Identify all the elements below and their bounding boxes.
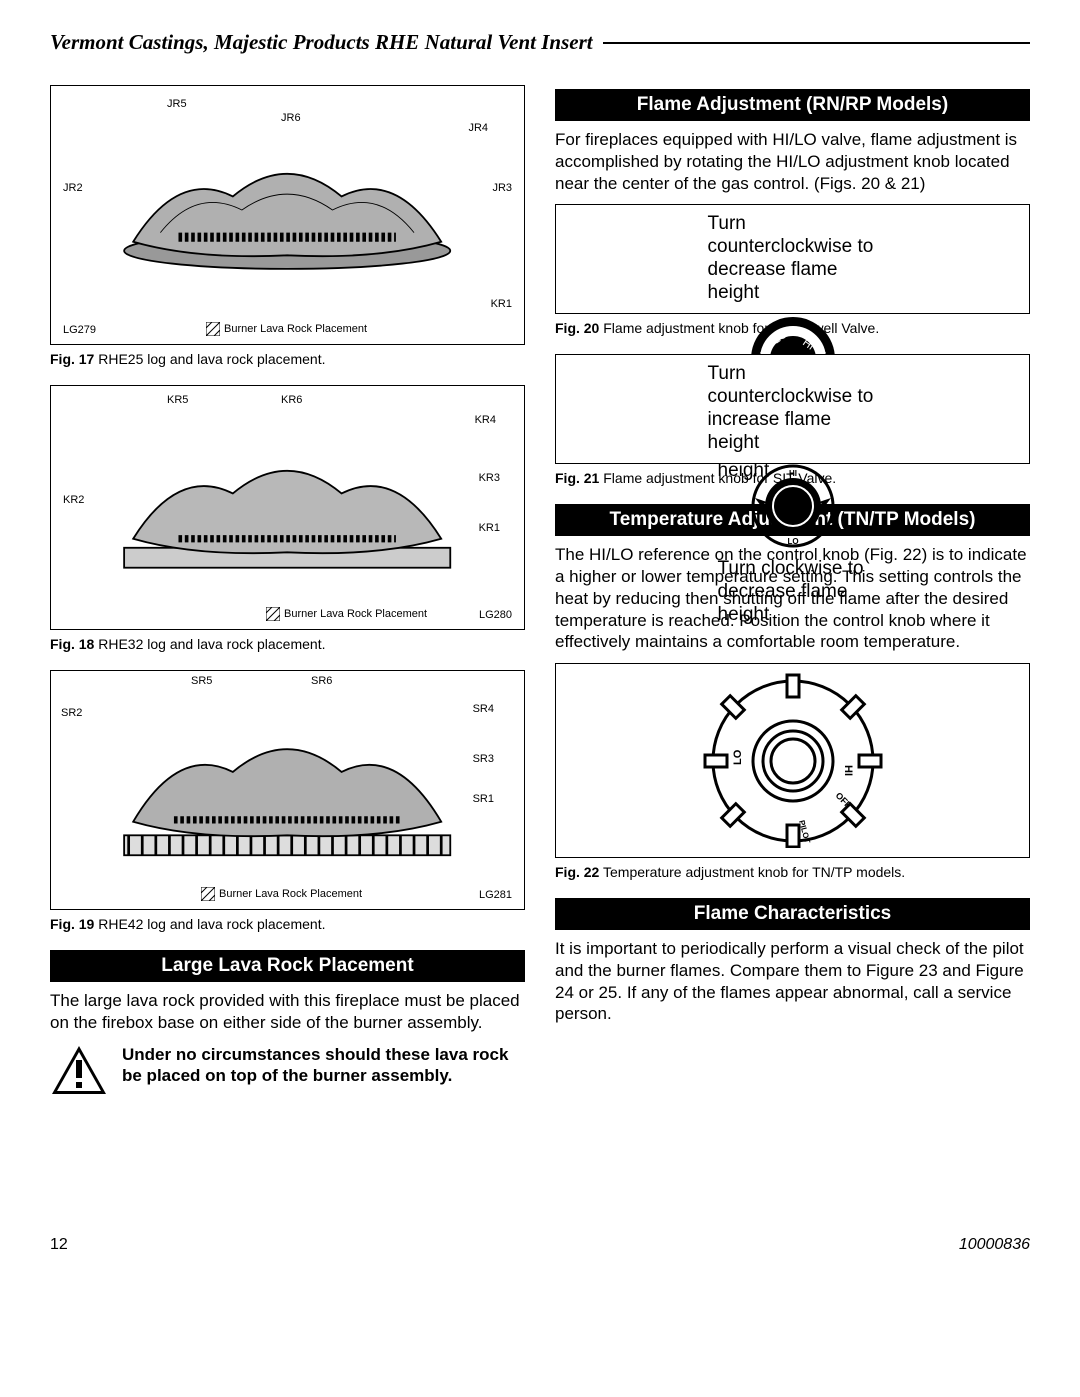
header-title: Vermont Castings, Majestic Products RHE … [50, 30, 603, 55]
fig19-caption: Fig. 19 RHE42 log and lava rock placemen… [50, 916, 525, 932]
temp-knob-icon: LO HI OFF PILOT [683, 673, 903, 848]
figure-18-panel: KR5 KR6 KR4 KR2 KR3 KR1 LG280 Burner Lav… [50, 385, 525, 630]
log-placement-illustration-icon [106, 133, 468, 296]
hatch-box-icon [201, 887, 215, 901]
flame-char-body: It is important to periodically perform … [555, 938, 1030, 1025]
doc-id: 10000836 [959, 1236, 1030, 1254]
fig21-left-text: Turn counterclockwise to increase flame … [708, 363, 878, 454]
figure-17-panel: JR5 JR6 JR4 JR2 JR3 KR1 LG279 Burner Lav… [50, 85, 525, 345]
page-header: Vermont Castings, Majestic Products RHE … [50, 30, 1030, 55]
fig17-note: Burner Lava Rock Placement [224, 323, 367, 335]
hatch-box-icon [266, 607, 280, 621]
fig17-code: LG279 [63, 324, 96, 336]
fig19-label: SR5 [191, 675, 212, 687]
fig18-caption: Fig. 18 RHE32 log and lava rock placemen… [50, 636, 525, 652]
svg-text:LO: LO [787, 537, 798, 546]
right-column: Flame Adjustment (RN/RP Models) For fire… [555, 85, 1030, 1096]
fig18-label: KR3 [479, 472, 500, 484]
fig17-label: JR5 [167, 98, 187, 110]
fig17-caption-bold: Fig. 17 [50, 351, 94, 367]
section-flame-characteristics: Flame Characteristics [555, 898, 1030, 930]
fig18-label: KR6 [281, 394, 302, 406]
fig19-note-row: Burner Lava Rock Placement [201, 887, 362, 901]
log-placement-illustration-icon [106, 713, 468, 867]
figure-21-panel: Turn counterclockwise to increase flame … [555, 354, 1030, 464]
fig21-caption-bold: Fig. 21 [555, 470, 599, 486]
left-column: JR5 JR6 JR4 JR2 JR3 KR1 LG279 Burner Lav… [50, 85, 525, 1096]
fig19-label: SR3 [473, 753, 494, 765]
fig22-caption: Fig. 22 Temperature adjustment knob for … [555, 864, 1030, 880]
fig18-label: KR4 [475, 414, 496, 426]
fig17-caption: Fig. 17 RHE25 log and lava rock placemen… [50, 351, 525, 367]
fig22-lo-label: LO [732, 749, 744, 765]
header-rule [603, 42, 1030, 44]
fig17-label: KR1 [491, 298, 512, 310]
fig20-left-text: Turn counterclockwise to decrease flame … [708, 213, 878, 304]
fig19-note: Burner Lava Rock Placement [219, 888, 362, 900]
fig18-note: Burner Lava Rock Placement [284, 608, 427, 620]
fig19-label: SR6 [311, 675, 332, 687]
figure-19-panel: SR5 SR6 SR4 SR2 SR3 SR1 LG281 Burn [50, 670, 525, 910]
log-placement-illustration-icon [106, 430, 468, 584]
fig22-hi-label: HI [842, 765, 854, 776]
fig19-label: SR4 [473, 703, 494, 715]
section-large-lava-rock: Large Lava Rock Placement [50, 950, 525, 982]
svg-text:HI: HI [789, 469, 797, 478]
fig19-code: LG281 [479, 889, 512, 901]
fig19-label: SR2 [61, 707, 82, 719]
fig18-code: LG280 [479, 609, 512, 621]
fig18-label: KR2 [63, 494, 84, 506]
hatch-box-icon [206, 322, 220, 336]
fig17-label: JR6 [281, 112, 301, 124]
warning-triangle-icon [50, 1044, 108, 1096]
fig21-right-text: Turn clockwise to decrease flame height [718, 558, 868, 626]
fig22-caption-bold: Fig. 22 [555, 864, 599, 880]
fig18-caption-bold: Fig. 18 [50, 636, 94, 652]
fig17-label: JR2 [63, 182, 83, 194]
fig17-caption-rest: RHE25 log and lava rock placement. [94, 351, 325, 367]
fig19-caption-bold: Fig. 19 [50, 916, 94, 932]
figure-20-panel: Turn counterclockwise to decrease flame … [555, 204, 1030, 314]
section-flame-adjustment: Flame Adjustment (RN/RP Models) [555, 89, 1030, 121]
fig22-caption-rest: Temperature adjustment knob for TN/TP mo… [599, 864, 905, 880]
fig17-label: JR3 [492, 182, 512, 194]
flame-adj-intro: For fireplaces equipped with HI/LO valve… [555, 129, 1030, 194]
fig20-caption-bold: Fig. 20 [555, 320, 599, 336]
warning-row: Under no circumstances should these lava… [50, 1044, 525, 1096]
page-number: 12 [50, 1236, 68, 1254]
page-footer: 12 10000836 [50, 1236, 1030, 1254]
fig18-caption-rest: RHE32 log and lava rock placement. [94, 636, 325, 652]
fig18-label: KR1 [479, 522, 500, 534]
lava-rock-body: The large lava rock provided with this f… [50, 990, 525, 1034]
fig17-label: JR4 [468, 122, 488, 134]
fig19-label: SR1 [473, 793, 494, 805]
fig18-label: KR5 [167, 394, 188, 406]
warning-text: Under no circumstances should these lava… [122, 1044, 525, 1087]
fig19-caption-rest: RHE42 log and lava rock placement. [94, 916, 325, 932]
figure-22-panel: LO HI OFF PILOT [555, 663, 1030, 858]
fig17-note-row: Burner Lava Rock Placement [206, 322, 367, 336]
fig18-note-row: Burner Lava Rock Placement [266, 607, 427, 621]
sit-knob-icon: HI LO [751, 464, 835, 548]
